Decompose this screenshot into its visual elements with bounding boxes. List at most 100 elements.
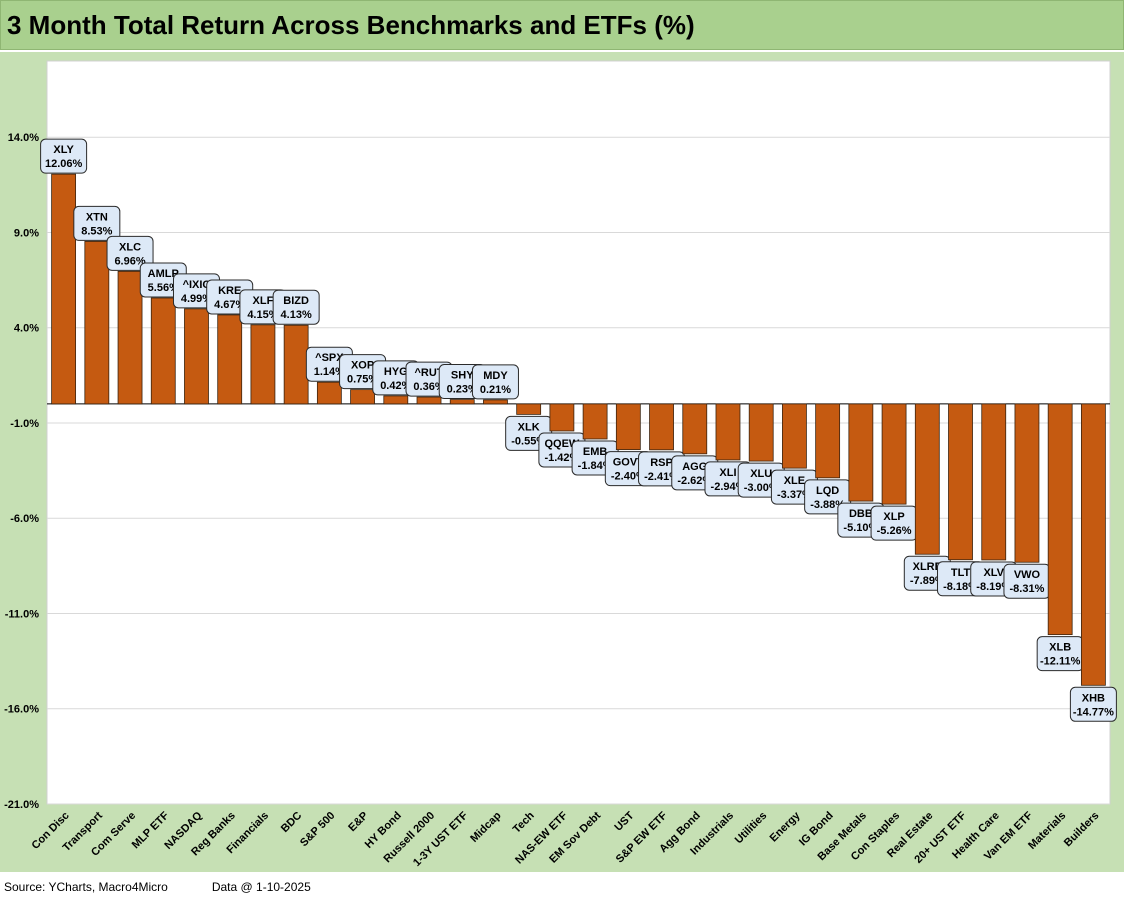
- y-tick-label: -21.0%: [4, 799, 39, 811]
- data-label: -2.41%: [644, 471, 679, 483]
- x-tick-label: UST: [612, 809, 636, 833]
- ticker-label: ^SPX: [315, 352, 344, 364]
- y-tick-label: -6.0%: [10, 513, 39, 525]
- bar: [184, 308, 209, 405]
- data-label: -2.94%: [711, 481, 746, 493]
- data-label-box: [272, 289, 320, 325]
- ticker-label: AGG: [682, 461, 707, 473]
- bar: [316, 381, 342, 405]
- ticker-label: SHY: [451, 370, 474, 382]
- ticker-label: RSP: [650, 457, 673, 469]
- y-tick-label: -16.0%: [4, 704, 39, 716]
- title-bar: 3 Month Total Return Across Benchmarks a…: [0, 0, 1124, 50]
- ticker-label: XLY: [53, 144, 74, 156]
- bar: [948, 403, 973, 561]
- bar: [217, 314, 243, 405]
- data-label: -2.62%: [677, 475, 712, 487]
- data-label: 0.21%: [480, 384, 511, 396]
- data-label-box: [106, 235, 154, 271]
- data-label: -12.11%: [1040, 656, 1081, 668]
- ticker-label: XLI: [719, 467, 736, 479]
- bar: [516, 403, 542, 415]
- data-label: -1.42%: [544, 452, 579, 464]
- source-note: Source: YCharts, Macro4Micro: [4, 880, 168, 894]
- x-tick-label: Utilities: [733, 810, 770, 847]
- data-label-box: [471, 364, 519, 400]
- ticker-label: XLE: [784, 475, 805, 487]
- bar: [782, 403, 807, 469]
- data-label: -3.00%: [744, 482, 779, 494]
- ticker-label: BIZD: [283, 295, 309, 307]
- bar: [283, 324, 309, 405]
- bar: [84, 241, 110, 405]
- ticker-label: TLT: [951, 567, 971, 579]
- ticker-label: XTN: [86, 211, 108, 223]
- ticker-label: HYG: [384, 366, 408, 378]
- ticker-label: QQEW: [544, 438, 579, 450]
- bar: [250, 324, 276, 405]
- x-tick-label: Midcap: [468, 809, 503, 844]
- ticker-label: DBB: [849, 508, 873, 520]
- data-label-box: [1069, 686, 1117, 722]
- bar: [1014, 403, 1040, 563]
- data-label: -8.18%: [943, 581, 978, 593]
- data-label: -0.55%: [511, 435, 546, 447]
- x-tick-label: S&P 500: [298, 810, 337, 849]
- data-label: -3.37%: [777, 489, 812, 501]
- data-label: -2.40%: [611, 471, 646, 483]
- y-tick-label: 14.0%: [8, 132, 39, 144]
- data-label: 4.13%: [281, 309, 312, 321]
- bar: [383, 395, 409, 405]
- bar: [582, 403, 608, 440]
- ticker-label: ^RUT: [415, 367, 444, 379]
- y-tick-label: 4.0%: [14, 323, 39, 335]
- data-label: -5.10%: [843, 522, 878, 534]
- data-date: Data @ 1-10-2025: [211, 880, 311, 894]
- ticker-label: GOVT: [613, 457, 644, 469]
- data-label: -7.89%: [910, 575, 945, 587]
- bar: [682, 403, 708, 455]
- bar: [815, 403, 841, 479]
- ticker-label: VWO: [1014, 569, 1041, 581]
- ticker-label: XHB: [1082, 692, 1105, 704]
- data-label: 1.14%: [314, 366, 345, 378]
- data-label: 12.06%: [45, 158, 83, 170]
- y-tick-label: 9.0%: [14, 227, 39, 239]
- bar: [350, 389, 375, 405]
- ticker-label: XLF: [253, 295, 274, 307]
- ticker-label: ^IXIC: [183, 279, 211, 291]
- bar: [150, 297, 176, 405]
- ticker-label: XLU: [750, 468, 772, 480]
- data-label: -1.84%: [578, 460, 613, 472]
- footer: Source: YCharts, Macro4Micro Data @ 1-10-…: [4, 880, 311, 894]
- bar: [748, 403, 774, 462]
- data-label: 4.15%: [247, 309, 278, 321]
- data-label: 4.99%: [181, 293, 212, 305]
- chart-frame: 14.0% 9.0% 4.0% -1.0% -6.0% -11.0% -16.0% -21.0…: [0, 52, 1124, 872]
- x-tick-label: Tech: [511, 809, 537, 835]
- bar: [549, 403, 575, 432]
- bar: [649, 403, 674, 451]
- bar: [615, 403, 641, 451]
- data-label: -8.31%: [1010, 583, 1045, 595]
- data-label: 0.75%: [347, 374, 378, 386]
- data-label: 0.42%: [380, 380, 411, 392]
- y-tick-label: -1.0%: [10, 418, 39, 430]
- ticker-label: XLB: [1049, 642, 1071, 654]
- data-label: 6.96%: [114, 255, 145, 267]
- ticker-label: XLV: [983, 567, 1004, 579]
- x-tick-label: Builders: [1062, 810, 1102, 850]
- ticker-label: XLK: [518, 421, 540, 433]
- bar: [881, 403, 907, 505]
- bar: [715, 403, 741, 461]
- bar: [51, 173, 77, 405]
- ticker-label: AMLP: [148, 268, 179, 280]
- ticker-label: MDY: [483, 370, 508, 382]
- data-label: 8.53%: [81, 225, 112, 237]
- bar: [1080, 403, 1106, 686]
- bar: [1047, 403, 1073, 636]
- ticker-label: XLRE: [913, 561, 942, 573]
- bar: [914, 403, 940, 555]
- chart-title: 3 Month Total Return Across Benchmarks a…: [7, 10, 695, 40]
- data-label: 0.36%: [413, 381, 444, 393]
